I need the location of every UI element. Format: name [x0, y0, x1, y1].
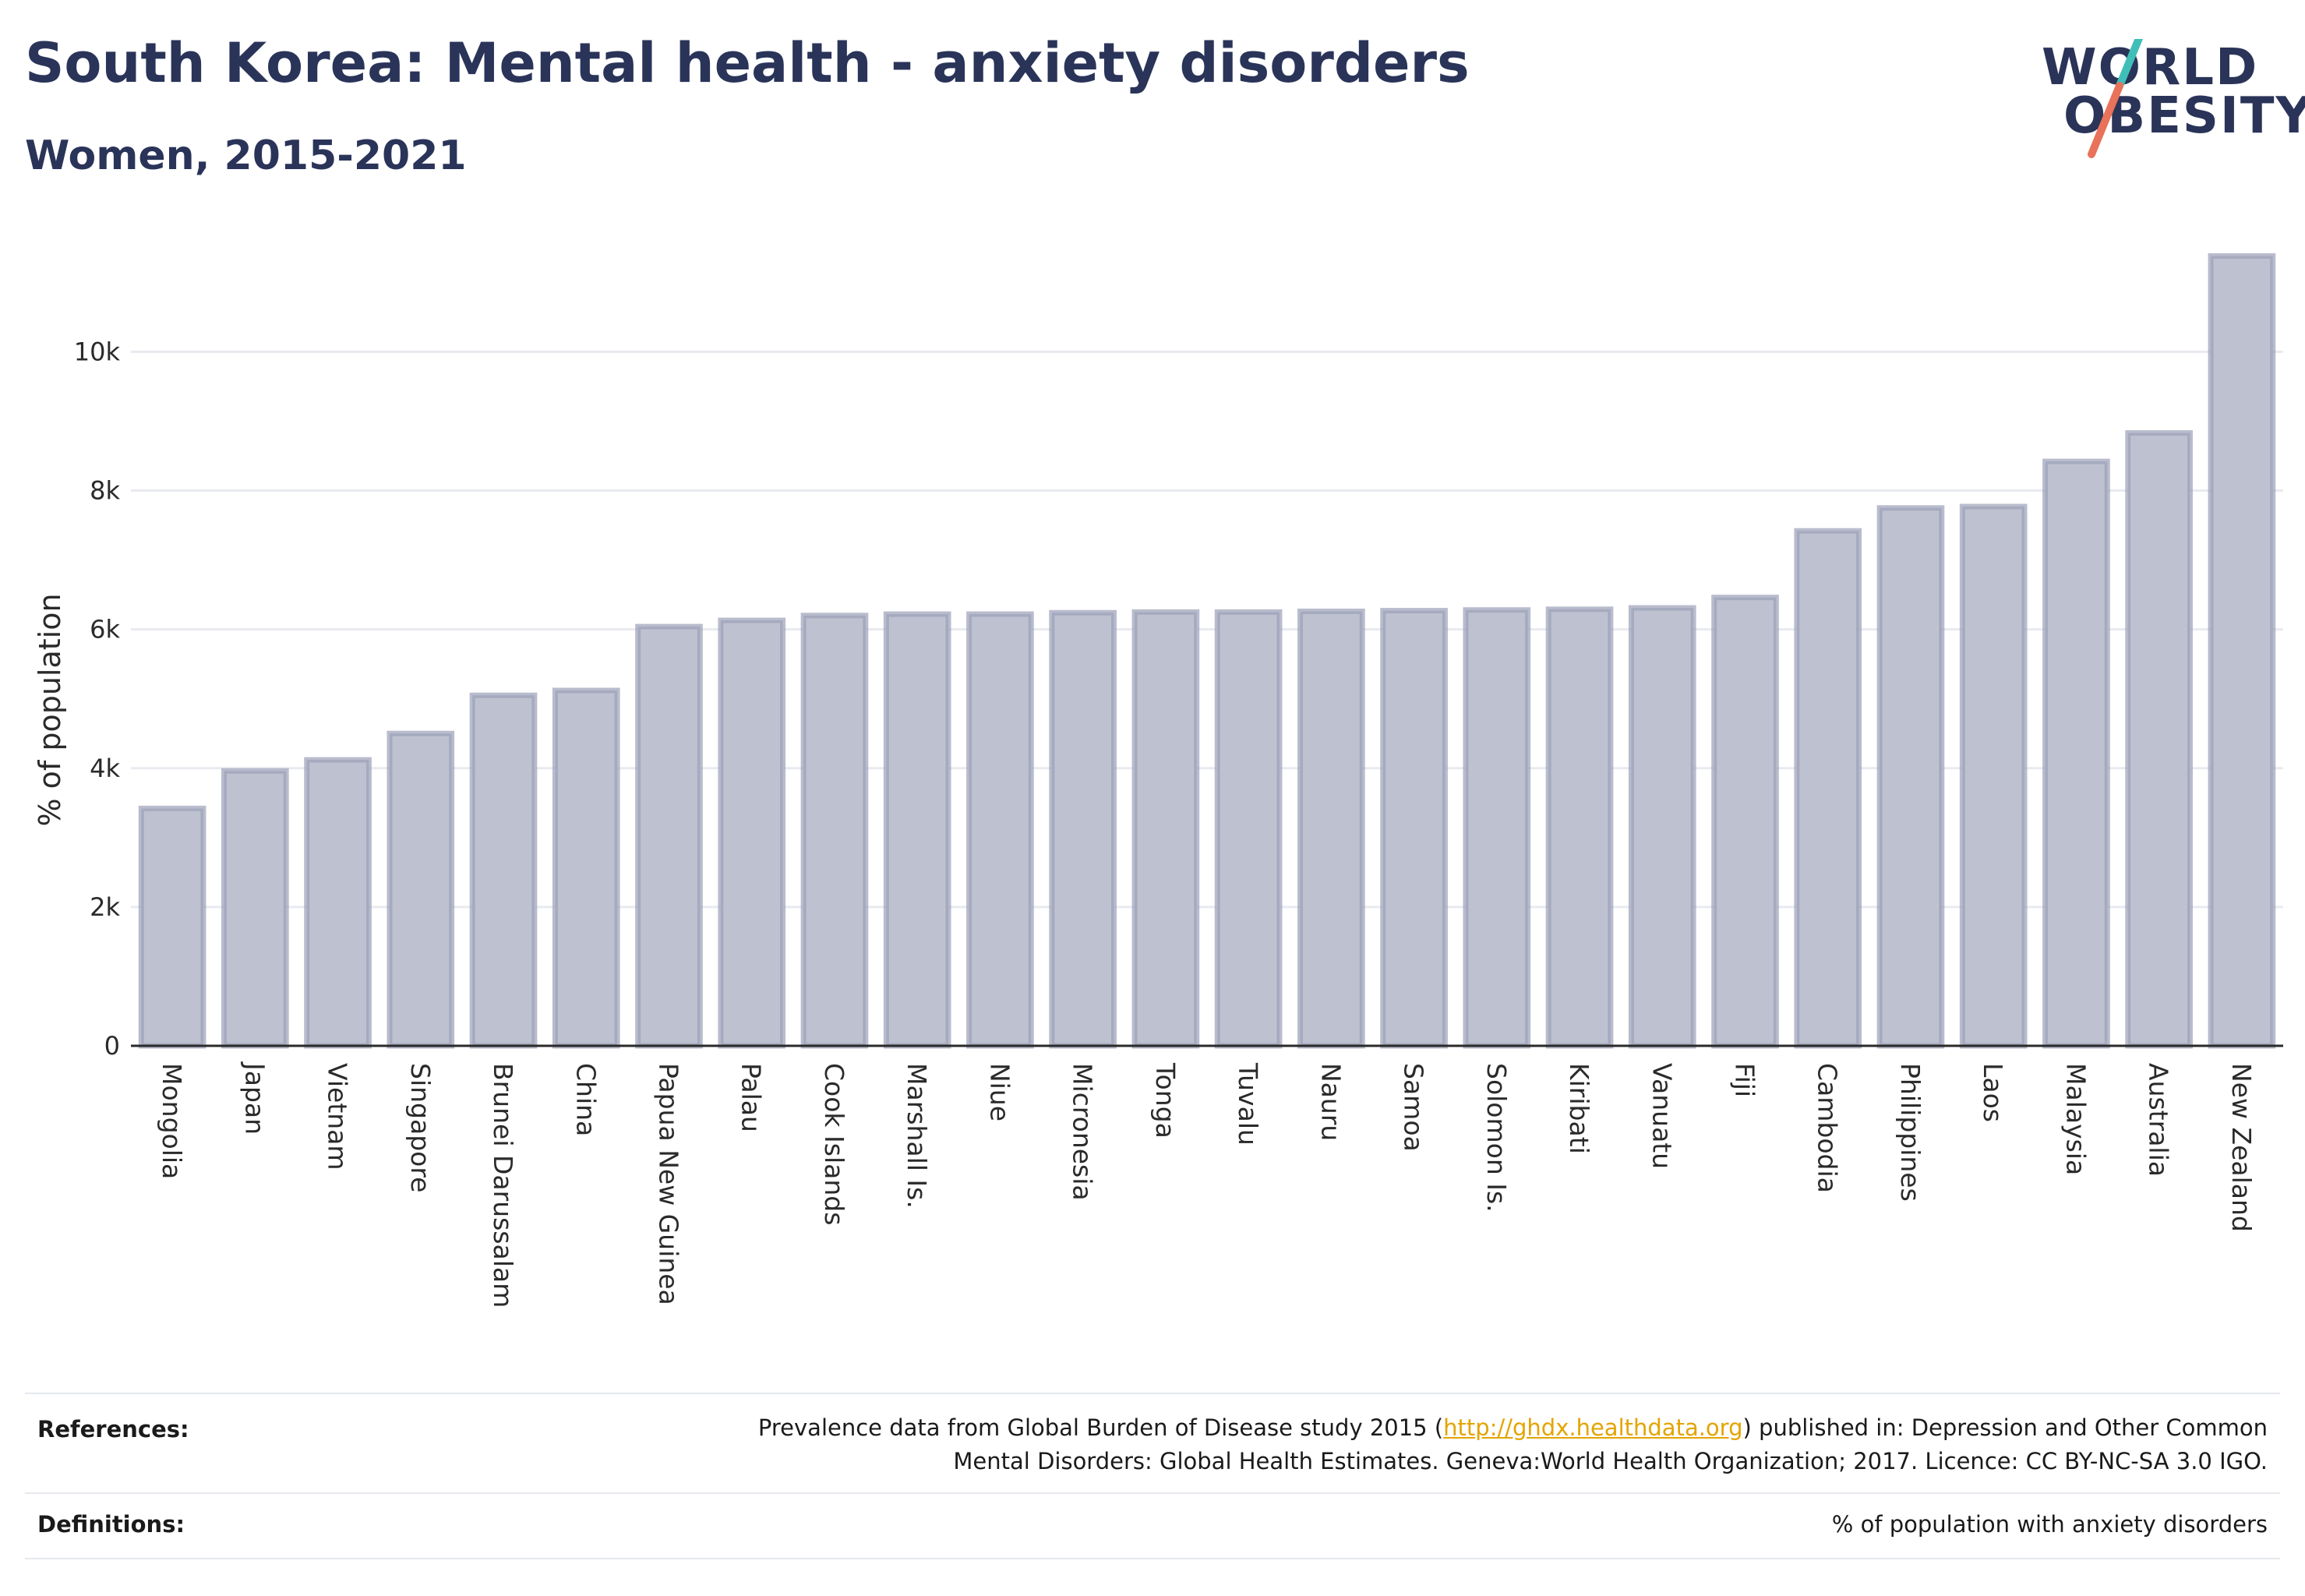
- world-obesity-logo: WORLD OBESITY: [2026, 39, 2305, 171]
- axes: 0 2k 4k 6k 8k 10k Mongolia Japan Vietnam Singapor…: [74, 337, 2283, 1308]
- bar[interactable]: [718, 617, 786, 1049]
- logo-slash-icon: [2088, 39, 2144, 158]
- bar-chart: 0 2k 4k 6k 8k 10k Mongolia Japan Vietnam Singapor…: [33, 252, 2283, 1308]
- x-category-label: Philippines: [1895, 1063, 1926, 1202]
- bar[interactable]: [800, 613, 869, 1049]
- bar[interactable]: [2125, 430, 2193, 1049]
- y-tick-label: 10k: [74, 337, 121, 366]
- y-tick-label: 4k: [90, 754, 120, 783]
- references-row: References: Prevalence data from Global …: [25, 1393, 2280, 1492]
- x-category-label: Vietnam: [323, 1063, 353, 1171]
- bar[interactable]: [635, 623, 703, 1049]
- bar[interactable]: [1297, 608, 1365, 1049]
- y-tick-label: 6k: [90, 615, 120, 644]
- x-category-label: Vanuatu: [1647, 1063, 1677, 1169]
- references-line-2: Mental Disorders: Global Health Estimate…: [953, 1448, 2268, 1474]
- bar[interactable]: [1959, 503, 2028, 1049]
- x-category-label: Tonga: [1150, 1062, 1181, 1139]
- x-category-label: Fiji: [1730, 1063, 1760, 1097]
- x-category-label: Palau: [736, 1063, 767, 1132]
- bar[interactable]: [552, 687, 620, 1049]
- bar[interactable]: [1711, 595, 1779, 1049]
- x-category-label: Australia: [2144, 1063, 2174, 1177]
- x-category-label: Brunei Darussalam: [488, 1063, 518, 1308]
- bar[interactable]: [1049, 609, 1117, 1049]
- definitions-row: Definitions: % of population with anxiet…: [25, 1492, 2280, 1558]
- bar[interactable]: [304, 757, 372, 1049]
- bar[interactable]: [1380, 608, 1448, 1049]
- references-link[interactable]: http://ghdx.healthdata.org: [1443, 1414, 1743, 1441]
- x-category-label: Niue: [984, 1063, 1015, 1121]
- x-category-label: Marshall Is.: [902, 1063, 932, 1209]
- references-text: Prevalence data from Global Burden of Di…: [758, 1411, 2268, 1478]
- definitions-label: Definitions:: [37, 1511, 185, 1538]
- bar[interactable]: [1876, 505, 1945, 1049]
- bar[interactable]: [387, 730, 455, 1049]
- bar[interactable]: [221, 768, 289, 1049]
- bar[interactable]: [1794, 528, 1862, 1049]
- bar[interactable]: [966, 611, 1034, 1049]
- bar[interactable]: [1545, 606, 1614, 1049]
- x-category-label: New Zealand: [2226, 1063, 2257, 1232]
- chart-subtitle: Women, 2015-2021: [25, 132, 467, 179]
- x-category-label: Laos: [1978, 1063, 2008, 1122]
- x-category-label: Cook Islands: [819, 1063, 849, 1225]
- bar[interactable]: [1463, 607, 1531, 1049]
- x-category-label: Singapore: [405, 1063, 436, 1192]
- bar[interactable]: [2042, 458, 2110, 1049]
- bars: [138, 252, 2276, 1049]
- footer: References: Prevalence data from Global …: [25, 1393, 2280, 1559]
- bar[interactable]: [138, 805, 206, 1049]
- x-category-label: Solomon Is.: [1481, 1063, 1512, 1213]
- y-axis-label: % of population: [33, 593, 67, 826]
- x-category-label: Samoa: [1399, 1063, 1429, 1152]
- bar[interactable]: [1131, 609, 1200, 1049]
- references-post: ) published in: Depression and Other Com…: [1742, 1414, 2268, 1441]
- x-category-label: Kiribati: [1564, 1063, 1594, 1154]
- bar[interactable]: [1214, 609, 1283, 1049]
- logo-line-1: WORLD: [2042, 39, 2259, 97]
- references-label: References:: [37, 1416, 189, 1442]
- bar[interactable]: [1628, 605, 1696, 1049]
- y-tick-label: 2k: [90, 892, 120, 922]
- bar[interactable]: [883, 611, 951, 1049]
- x-category-label: Cambodia: [1813, 1063, 1843, 1193]
- x-category-label: Micronesia: [1068, 1063, 1098, 1201]
- y-tick-label: 8k: [90, 476, 120, 506]
- x-category-label: Nauru: [1315, 1063, 1346, 1141]
- x-category-label: Japan: [239, 1061, 270, 1135]
- bar[interactable]: [469, 692, 538, 1049]
- y-tick-label: 0: [104, 1031, 120, 1061]
- x-category-label: Malaysia: [2060, 1063, 2091, 1175]
- footer-bottom-rule: [25, 1558, 2280, 1559]
- bar[interactable]: [2208, 252, 2276, 1049]
- chart-title: South Korea: Mental health - anxiety dis…: [25, 31, 1470, 95]
- x-category-label: Mongolia: [157, 1063, 187, 1179]
- x-category-label: China: [570, 1063, 601, 1136]
- definitions-text: % of population with anxiety disorders: [1831, 1511, 2268, 1538]
- x-category-label: Papua New Guinea: [654, 1063, 684, 1305]
- x-category-label: Tuvalu: [1233, 1062, 1263, 1146]
- references-pre: Prevalence data from Global Burden of Di…: [757, 1414, 1444, 1441]
